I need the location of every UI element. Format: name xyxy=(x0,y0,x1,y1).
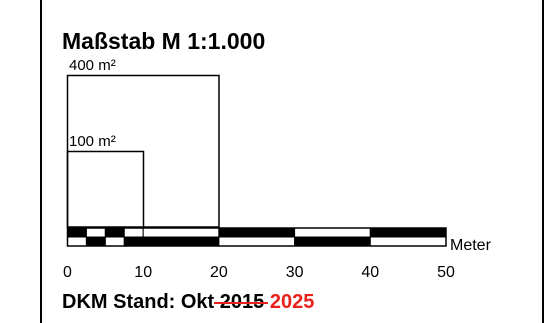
area-label-100: 100 m² xyxy=(69,133,116,150)
scale-bar-frame xyxy=(66,227,447,247)
area-square-100 xyxy=(66,150,145,229)
scale-segment xyxy=(67,227,87,238)
scale-tick-label: 40 xyxy=(361,264,379,281)
area-label-400: 400 m² xyxy=(69,57,116,74)
scale-segment xyxy=(369,227,447,238)
dkm-new-year: 2025 xyxy=(269,291,315,313)
scale-segment xyxy=(369,236,447,247)
scale-tick-label: 50 xyxy=(437,264,455,281)
scale-tick-labels: 0 10 20 30 40 50 xyxy=(63,264,455,281)
scale-tick-label: 10 xyxy=(134,264,152,281)
scale-bar xyxy=(66,227,447,247)
scale-unit-label: Meter xyxy=(450,237,492,254)
scale-segment xyxy=(218,227,296,238)
scale-tick-label: 30 xyxy=(286,264,304,281)
scale-segment xyxy=(142,227,220,238)
scale-segment xyxy=(218,236,296,247)
legend-panel xyxy=(40,0,544,323)
dkm-status: DKM Stand: Okt 2015 2025 xyxy=(62,291,314,314)
scale-segment xyxy=(104,227,125,238)
scale-segment xyxy=(123,227,144,238)
dkm-old-year-struck: 2015 xyxy=(219,291,265,313)
scale-segment xyxy=(104,236,125,247)
scale-title: Maßstab M 1:1.000 xyxy=(62,28,266,54)
scale-segment xyxy=(142,236,220,247)
scale-segment xyxy=(67,236,87,247)
scale-segment xyxy=(85,227,106,238)
scale-segment xyxy=(294,236,371,247)
scale-segment xyxy=(294,227,371,238)
scale-graphic: 0 10 20 30 40 50 Meter xyxy=(63,74,492,281)
scale-tick-label: 0 xyxy=(63,264,72,281)
scale-segment xyxy=(85,236,106,247)
scale-tick-label: 20 xyxy=(210,264,228,281)
dkm-status-prefix: DKM Stand: Okt xyxy=(62,291,215,313)
scale-segment xyxy=(123,236,144,247)
